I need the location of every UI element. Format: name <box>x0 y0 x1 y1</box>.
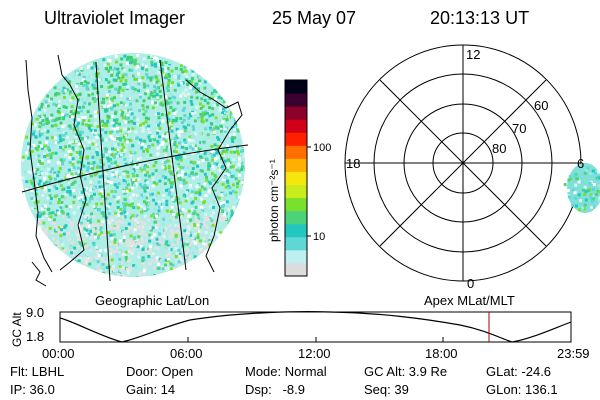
uv-emission-speckle <box>21 53 245 277</box>
time-tick-2359: 23:59 <box>557 346 590 361</box>
altitude-axis-label: GC Alt <box>10 312 24 347</box>
colorbar-swatch <box>285 119 307 133</box>
mlat-label-80: 80 <box>492 141 506 156</box>
time-tick-0600: 06:00 <box>170 346 203 361</box>
colorbar-swatch <box>285 223 307 238</box>
mlat-label-60: 60 <box>534 98 548 113</box>
orbit-altitude-plot: 9.0 1.8 GC Alt 00:00 06:00 12:00 18:00 2… <box>10 305 590 361</box>
longitude-line <box>95 61 111 282</box>
mlt-label-12: 12 <box>466 47 480 62</box>
colorbar-tick-10: 10 <box>313 231 325 243</box>
colorbar-swatch <box>285 158 307 172</box>
status-mode: Mode: Normal <box>245 364 327 379</box>
left-map-projection-label: Geographic Lat/Lon <box>95 293 209 308</box>
colorbar-swatch <box>285 132 307 146</box>
status-gain: Gain: 14 <box>126 382 175 397</box>
right-map-projection-label: Apex MLat/MLT <box>424 293 515 308</box>
colorbar-swatch <box>285 184 307 199</box>
alt-tick-9: 9.0 <box>26 305 44 320</box>
coastline <box>31 261 47 287</box>
status-gc-alt: GC Alt: 3.9 Re <box>364 364 447 379</box>
colorbar-swatch <box>285 93 307 107</box>
colorbar-swatch <box>285 210 307 225</box>
colorbar-swatch <box>285 145 307 159</box>
uv-image-disk <box>21 53 245 277</box>
mlt-label-18: 18 <box>346 156 360 171</box>
status-door: Door: Open <box>126 364 193 379</box>
coastline <box>25 59 53 273</box>
mlt-label-6: 6 <box>577 156 584 171</box>
colorbar-tick-100: 100 <box>313 142 331 154</box>
status-seq: Seq: 39 <box>364 382 409 397</box>
longitude-line <box>159 59 187 271</box>
alt-tick-1-8: 1.8 <box>26 329 44 344</box>
colorbar-swatch <box>285 262 307 277</box>
colorbar-swatch <box>285 171 307 186</box>
colorbar-swatch <box>285 197 307 212</box>
colorbar-unit-label: photon cm⁻²s⁻¹ <box>267 159 281 242</box>
observation-time: 20:13:13 UT <box>430 8 529 28</box>
instrument-title: Ultraviolet Imager <box>44 8 185 28</box>
time-tick-1800: 18:00 <box>425 346 458 361</box>
colorbar-swatch <box>285 80 307 94</box>
mlt-label-0: 0 <box>467 276 474 291</box>
latitude-line <box>21 144 249 193</box>
altitude-curve <box>59 311 572 343</box>
polar-edge-emission <box>563 163 600 213</box>
coastline <box>57 54 87 271</box>
geographic-grid-overlay <box>21 54 249 287</box>
time-tick-0000: 00:00 <box>42 346 75 361</box>
status-glat: GLat: -24.6 <box>486 364 551 379</box>
intensity-colorbar: 100 10 photon cm⁻²s⁻¹ <box>267 79 331 277</box>
status-dsp: Dsp: -8.9 <box>245 382 305 397</box>
time-tick-1200: 12:00 <box>298 346 331 361</box>
status-glon: GLon: 136.1 <box>486 382 558 397</box>
status-ip: IP: 36.0 <box>10 382 55 397</box>
mlat-label-70: 70 <box>512 121 526 136</box>
status-filter: Flt: LBHL <box>10 364 64 379</box>
colorbar-swatch <box>285 236 307 251</box>
observation-date: 25 May 07 <box>272 8 356 28</box>
colorbar-swatch <box>285 249 307 264</box>
colorbar-swatch <box>285 106 307 120</box>
coastline <box>185 79 243 273</box>
polar-mlat-mlt-grid <box>344 44 582 282</box>
